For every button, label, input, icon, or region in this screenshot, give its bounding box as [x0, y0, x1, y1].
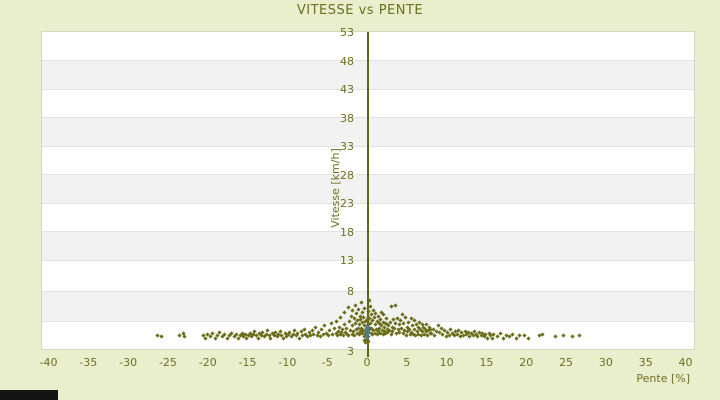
x-tick-label: 40	[678, 356, 693, 369]
x-tick-label: 25	[559, 356, 574, 369]
zero-axis-line	[367, 32, 369, 357]
x-tick-label: 5	[403, 356, 411, 369]
y-tick-label: 53	[340, 26, 354, 39]
x-axis-title: Pente [%]	[636, 372, 690, 385]
x-tick-label: -25	[158, 356, 177, 369]
plot-area: 53 48 43 38 33 28 23 18 13 8 3 Vitesse [km/h]	[41, 26, 695, 358]
x-tick-label: -15	[238, 356, 257, 369]
y-axis-title: Vitesse [km/h]	[329, 148, 342, 228]
y-tick-label: 28	[340, 168, 354, 182]
y-tick-label: 8	[347, 285, 354, 298]
x-tick-label: 10	[439, 356, 454, 369]
x-tick-label: 35	[638, 356, 653, 369]
y-tick-label: 33	[340, 140, 354, 153]
highlight-marker	[366, 324, 369, 340]
y-tick-label: 18	[340, 225, 354, 239]
y-tick-label: 48	[340, 54, 354, 68]
x-tick-label: -20	[198, 356, 217, 369]
scatter-point	[525, 335, 531, 341]
x-tick-label: -30	[119, 356, 138, 369]
chart-title: VITESSE vs PENTE	[296, 3, 424, 18]
scatter-point	[392, 302, 398, 308]
x-tick-label: -10	[278, 356, 297, 369]
x-tick-label: 0	[363, 356, 371, 369]
y-tick-label: 43	[340, 83, 354, 96]
x-tick-label: 15	[479, 356, 494, 369]
x-tick-label: 20	[519, 356, 534, 369]
y-tick-label: 13	[340, 254, 354, 267]
x-tick-label: -40	[39, 356, 58, 369]
y-tick-label: 38	[340, 111, 354, 125]
x-tick-label: -5	[321, 356, 333, 369]
x-tick-label: 30	[598, 356, 613, 369]
y-tick-label: 3	[347, 345, 354, 358]
bottom-left-artifact	[0, 390, 58, 400]
x-tick-label: -35	[79, 356, 98, 369]
y-tick-label: 23	[340, 197, 354, 210]
